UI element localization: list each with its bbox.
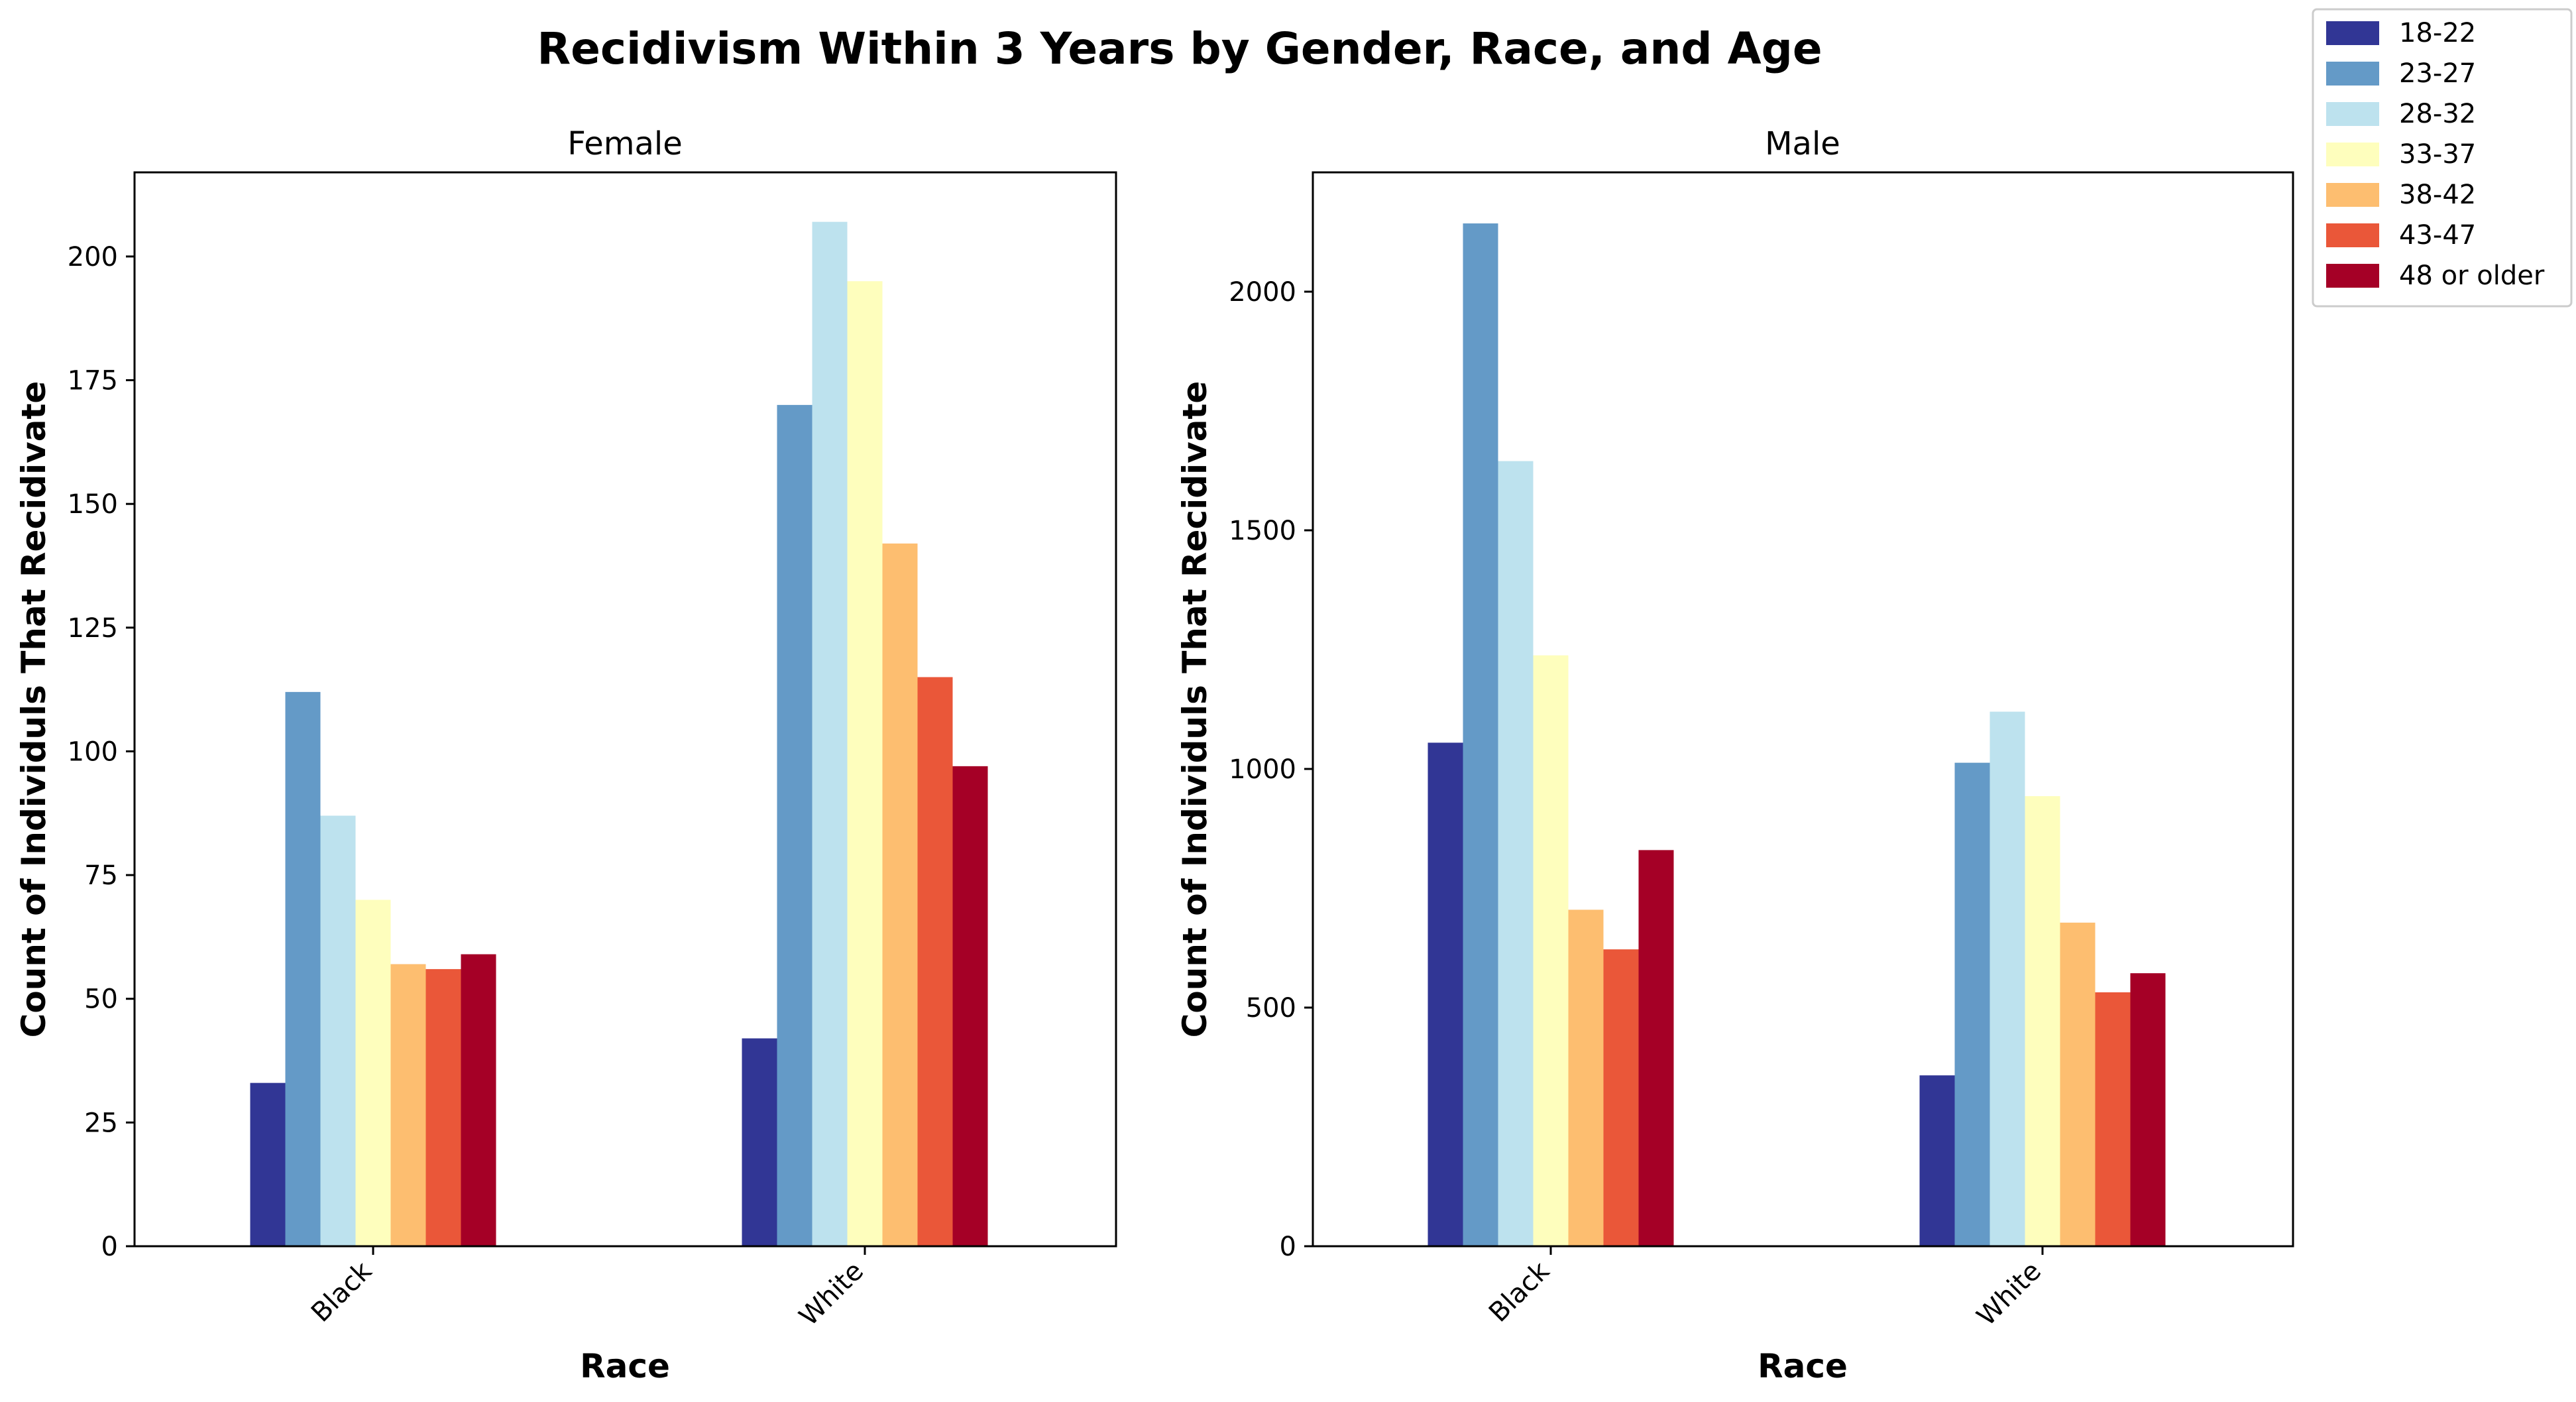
- legend-swatch: [2326, 62, 2379, 86]
- bar-white-18-22: [1919, 1075, 1955, 1246]
- male-axes-frame: [1312, 171, 2294, 1248]
- y-tick-label: 175: [68, 366, 118, 396]
- bar-black-23-27: [1463, 223, 1498, 1246]
- y-tick-label: 125: [68, 613, 118, 644]
- male-panel-title: Male: [1765, 125, 1840, 162]
- bar-black-18-22: [1428, 742, 1463, 1246]
- y-tick-label: 25: [84, 1108, 118, 1138]
- female-axes-frame: [133, 171, 1117, 1248]
- y-tick-label: 200: [68, 242, 118, 272]
- male-bars: [1428, 223, 2166, 1246]
- y-tick-label: 2000: [1229, 277, 1296, 308]
- bar-white-23-27: [777, 404, 812, 1247]
- legend-label: 43-47: [2399, 220, 2476, 251]
- female-bars: [250, 221, 988, 1247]
- female-y-axis-label: Count of Individuls That Recidivate: [15, 381, 53, 1038]
- bar-black-28-32: [1498, 461, 1534, 1246]
- y-tick-label: 150: [68, 489, 118, 520]
- y-tick-label: 1000: [1229, 754, 1296, 785]
- bar-black-38-42: [1568, 909, 1604, 1246]
- y-tick-label: 0: [101, 1232, 118, 1262]
- legend-swatch: [2326, 143, 2379, 166]
- bar-white-28-32: [812, 221, 848, 1246]
- legend-swatch: [2326, 223, 2379, 247]
- chart-legend: 18-22 23-27 28-32 33-37 38-42 43-47 48 or olde…: [2312, 8, 2573, 308]
- legend-swatch: [2326, 21, 2379, 45]
- legend-label: 28-32: [2399, 99, 2476, 129]
- bar-black-23-27: [285, 691, 321, 1246]
- legend-label: 33-37: [2399, 139, 2476, 170]
- legend-label: 38-42: [2399, 180, 2476, 210]
- y-tick-label: 0: [1280, 1232, 1296, 1262]
- male-x-axis-label: Race: [1758, 1347, 1848, 1385]
- bar-black-38-42: [390, 964, 426, 1246]
- male-y-axis-label: Count of Individuls That Recidivate: [1176, 381, 1214, 1038]
- legend-label: 48 or older: [2399, 261, 2545, 291]
- bar-white-33-37: [2025, 796, 2060, 1246]
- female-y-axis-ticks: 0 25 50 75 100 125 150 175 200: [68, 242, 135, 1262]
- female-x-axis-label: Race: [580, 1347, 670, 1385]
- bar-white-48-or-older: [2130, 973, 2166, 1246]
- bar-black-48-or-older: [461, 954, 496, 1246]
- legend-swatch: [2326, 183, 2379, 207]
- legend-entries: 18-22 23-27 28-32 33-37 38-42 43-47 48 or olde…: [2326, 18, 2545, 291]
- bar-white-23-27: [1954, 762, 1990, 1246]
- bar-white-38-42: [882, 543, 918, 1246]
- y-tick-label: 100: [68, 736, 118, 767]
- legend-label: 18-22: [2399, 18, 2476, 48]
- bar-white-38-42: [2060, 922, 2096, 1246]
- legend-swatch: [2326, 102, 2379, 126]
- bar-black-43-47: [425, 968, 461, 1246]
- female-panel-title: Female: [567, 125, 683, 162]
- bar-black-33-37: [1533, 655, 1569, 1246]
- bar-white-28-32: [1989, 711, 2025, 1246]
- y-tick-label: 75: [84, 860, 118, 891]
- bar-black-43-47: [1603, 949, 1639, 1246]
- male-y-axis-ticks: 0 500 1000 1500 2000: [1229, 277, 1313, 1262]
- figure-title: Recidivism Within 3 Years by Gender, Rac…: [537, 23, 1822, 74]
- bar-white-43-47: [917, 677, 953, 1246]
- bar-black-33-37: [355, 900, 391, 1246]
- bar-white-33-37: [847, 281, 883, 1246]
- bar-black-28-32: [320, 815, 356, 1246]
- legend-label: 23-27: [2399, 58, 2476, 89]
- bar-black-18-22: [250, 1082, 286, 1246]
- bar-white-43-47: [2095, 992, 2131, 1246]
- y-tick-label: 500: [1246, 993, 1296, 1023]
- legend-swatch: [2326, 264, 2379, 288]
- bar-black-48-or-older: [1638, 850, 1674, 1246]
- bar-white-18-22: [742, 1038, 777, 1246]
- y-tick-label: 1500: [1229, 516, 1296, 546]
- bar-white-48-or-older: [952, 766, 988, 1246]
- y-tick-label: 50: [84, 984, 118, 1015]
